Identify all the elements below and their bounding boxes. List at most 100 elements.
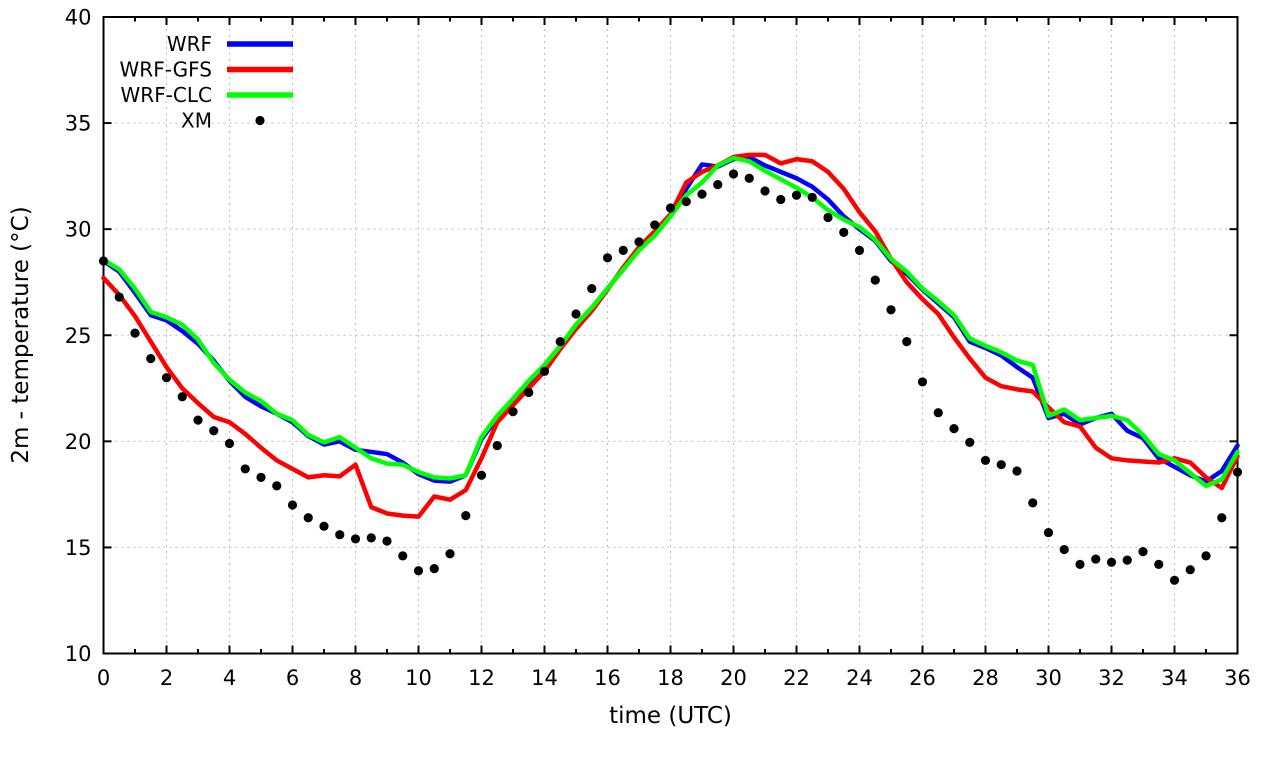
xm-point [917,377,928,387]
xm-point [193,415,203,425]
y-tick-label: 15 [65,536,92,560]
x-tick-label: 6 [286,666,299,690]
x-tick-label: 26 [909,666,936,690]
x-tick-label: 28 [972,666,999,690]
xm-point [1028,498,1038,508]
legend-label-xm: XM [181,109,212,133]
xm-point [508,407,518,417]
wrf-clc-line [101,155,1240,489]
xm-point [650,220,660,230]
x-axis-label: time (UTC) [609,703,732,729]
xm-point [524,387,534,398]
y-tick-label: 35 [65,112,92,136]
xm-point [1075,559,1085,569]
x-tick-label: 4 [223,666,236,690]
xm-point [398,551,408,561]
xm-point [1201,551,1211,561]
legend-label-wrf: WRF [167,32,212,56]
xm-point [823,212,833,223]
xm-point [287,500,298,510]
xm-point [886,305,896,315]
y-tick-label: 30 [65,218,92,242]
legend-label-wrf-gfs: WRF-GFS [120,58,212,82]
legend-label-wrf-clc: WRF-CLC [121,83,212,107]
x-tick-label: 18 [657,666,684,690]
x-tick-label: 0 [97,666,110,690]
x-tick-label: 16 [594,666,621,690]
x-tick-label: 24 [846,666,873,690]
xm-point [476,470,487,480]
xm-point [602,253,613,263]
xm-point [492,440,502,451]
xm-point [555,337,565,347]
xm-point [980,455,991,466]
x-tick-label: 34 [1161,666,1188,690]
xm-point [382,536,392,546]
xm-point [965,437,975,447]
y-tick-label: 20 [65,430,92,454]
xm-point [839,227,849,237]
xm-point [445,549,455,559]
xm-point [728,169,739,179]
y-tick-label: 40 [65,6,92,30]
xm-point [240,464,250,474]
x-tick-label: 8 [349,666,362,690]
xm-point [177,392,187,402]
legend-sample-xm [255,115,265,126]
xm-point [776,194,786,205]
xm-point [1138,547,1148,557]
xm-point [461,510,471,521]
xm-point [791,190,802,200]
xm-point [713,180,723,190]
xm-point [209,426,219,436]
x-tick-label: 12 [468,666,495,690]
x-tick-label: 36 [1224,666,1251,690]
xm-point [949,424,959,434]
xm-point [366,533,376,543]
grid-lines [103,17,1238,654]
xm-point [1043,527,1054,538]
xm-points [98,169,1243,585]
xm-point [933,408,943,418]
xm-point [1154,559,1164,569]
xm-point [224,438,235,449]
xm-point [996,460,1006,470]
xm-point [1217,513,1227,523]
xm-point [1012,466,1022,476]
xm-point [319,521,329,531]
xm-point [807,192,817,202]
x-tick-label: 20 [720,666,747,690]
xm-point [1185,565,1195,575]
xm-point [146,353,156,364]
axis-ticks [102,16,1239,655]
xm-point [760,186,770,196]
x-tick-label: 10 [405,666,432,690]
xm-point [681,196,691,207]
x-tick-label: 22 [783,666,810,690]
xm-point [571,309,581,319]
xm-point [539,366,550,376]
xm-point [256,472,266,483]
xm-point [130,328,140,338]
xm-point [303,513,313,523]
xm-point [697,189,707,199]
xm-point [114,292,124,302]
xm-point [1059,544,1069,555]
xm-point [350,534,361,544]
xm-point [1122,555,1132,565]
xm-point [98,256,109,266]
x-tick-label: 32 [1098,666,1125,690]
xm-point [587,283,597,294]
y-tick-label: 10 [65,642,92,666]
x-tick-label: 2 [160,666,173,690]
x-tick-label: 30 [1035,666,1062,690]
xm-point [1106,557,1117,567]
xm-point [665,203,676,213]
xm-point [744,173,754,183]
xm-point [429,564,439,574]
y-axis-label: 2m - temperature (°C) [8,206,34,463]
xm-point [870,275,880,285]
